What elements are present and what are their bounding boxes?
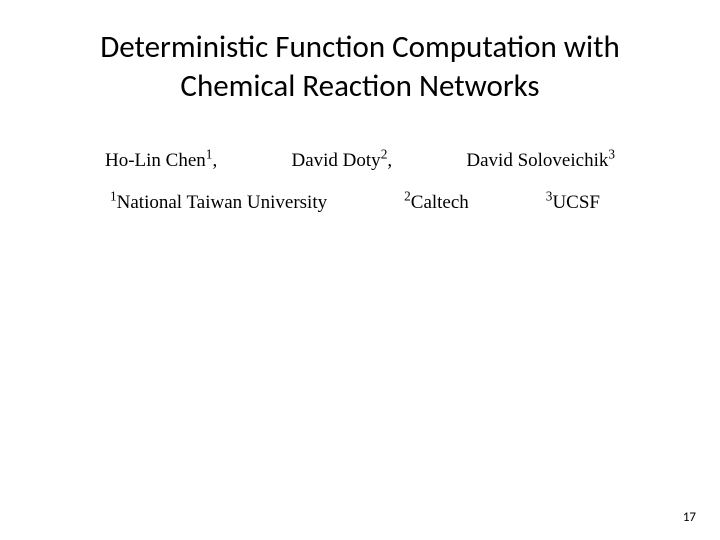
affiliation-row: 1National Taiwan University 2Caltech 3UC…: [0, 192, 720, 214]
author-2: David Doty2,: [292, 150, 393, 172]
author-3-sup: 3: [608, 147, 615, 162]
slide-title: Deterministic Function Computation with …: [0, 28, 720, 106]
author-2-name: David Doty: [292, 150, 381, 171]
affiliation-3: 3UCSF: [546, 192, 600, 214]
author-1: Ho-Lin Chen1,: [105, 150, 217, 172]
author-row: Ho-Lin Chen1, David Doty2, David Solovei…: [0, 150, 720, 172]
page-number: 17: [683, 510, 696, 525]
author-3: David Soloveichik3: [466, 150, 615, 172]
affiliation-2-name: Caltech: [411, 192, 469, 213]
affiliation-1: 1National Taiwan University: [110, 192, 327, 214]
author-2-sup: 2: [381, 147, 388, 162]
affiliation-1-name: National Taiwan University: [117, 192, 327, 213]
affiliation-3-name: UCSF: [552, 192, 600, 213]
title-line-2: Chemical Reaction Networks: [180, 67, 539, 105]
author-1-sup: 1: [206, 147, 213, 162]
title-line-1: Deterministic Function Computation with: [100, 28, 620, 66]
author-1-name: Ho-Lin Chen: [105, 150, 206, 171]
affiliation-2: 2Caltech: [404, 192, 469, 214]
affiliation-2-sup: 2: [404, 189, 411, 204]
affiliation-1-sup: 1: [110, 189, 117, 204]
slide: Deterministic Function Computation with …: [0, 0, 720, 540]
author-3-name: David Soloveichik: [466, 150, 608, 171]
